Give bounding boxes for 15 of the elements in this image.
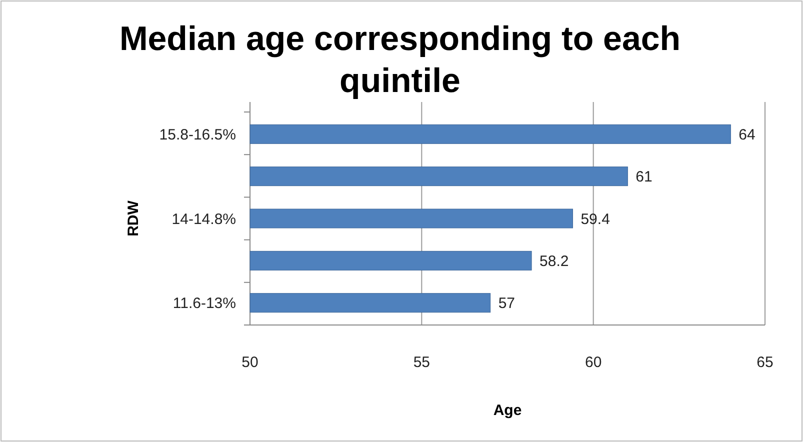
- x-axis-title: Age: [493, 402, 522, 419]
- data-label: 61: [636, 168, 652, 186]
- data-label: 57: [498, 295, 516, 312]
- y-axis-title: RDW: [125, 200, 142, 236]
- data-label: 58.2: [540, 252, 569, 270]
- x-tick-label: 55: [413, 354, 430, 371]
- x-tick-label: 65: [756, 354, 774, 371]
- x-tick-label: 50: [242, 354, 258, 371]
- chart-title: Median age corresponding to each quintile: [119, 20, 681, 100]
- data-label: 59.4: [580, 210, 610, 228]
- y-tick-label: 11.6-13%: [172, 295, 236, 312]
- y-tick-label: 15.8-16.5%: [159, 126, 236, 144]
- data-label: 64: [738, 126, 756, 144]
- y-tick-label: 14-14.8%: [172, 210, 236, 228]
- x-tick-label: 60: [584, 354, 602, 371]
